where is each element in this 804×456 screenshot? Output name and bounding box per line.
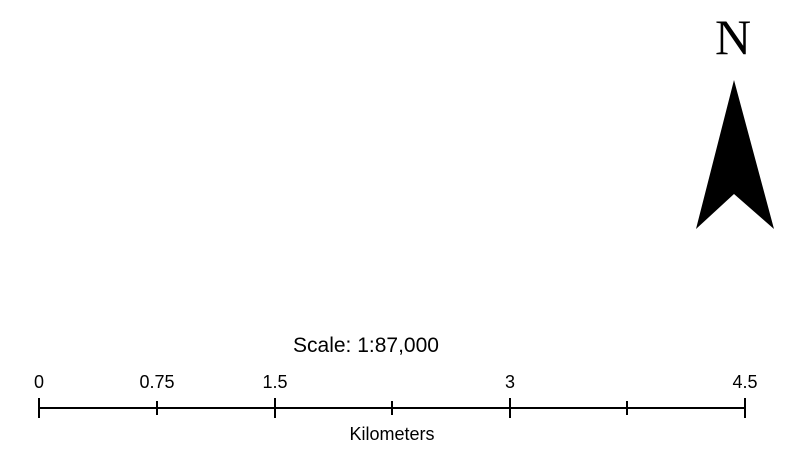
scale-ratio: Scale: 1:87,000 xyxy=(293,334,439,357)
scale-units: Kilometers xyxy=(349,424,435,444)
north-letter: N xyxy=(714,9,752,65)
north-arrow: N xyxy=(688,10,778,235)
north-arrow-icon xyxy=(696,80,774,229)
scale-tick-label-0-75: 0.75 xyxy=(139,372,175,392)
scale-tick-label-0: 0 xyxy=(33,372,45,392)
scale-tick-label-1-5: 1.5 xyxy=(262,372,288,392)
scale-tick-label-3: 3 xyxy=(504,372,516,392)
scale-tick-label-4-5: 4.5 xyxy=(732,372,758,392)
